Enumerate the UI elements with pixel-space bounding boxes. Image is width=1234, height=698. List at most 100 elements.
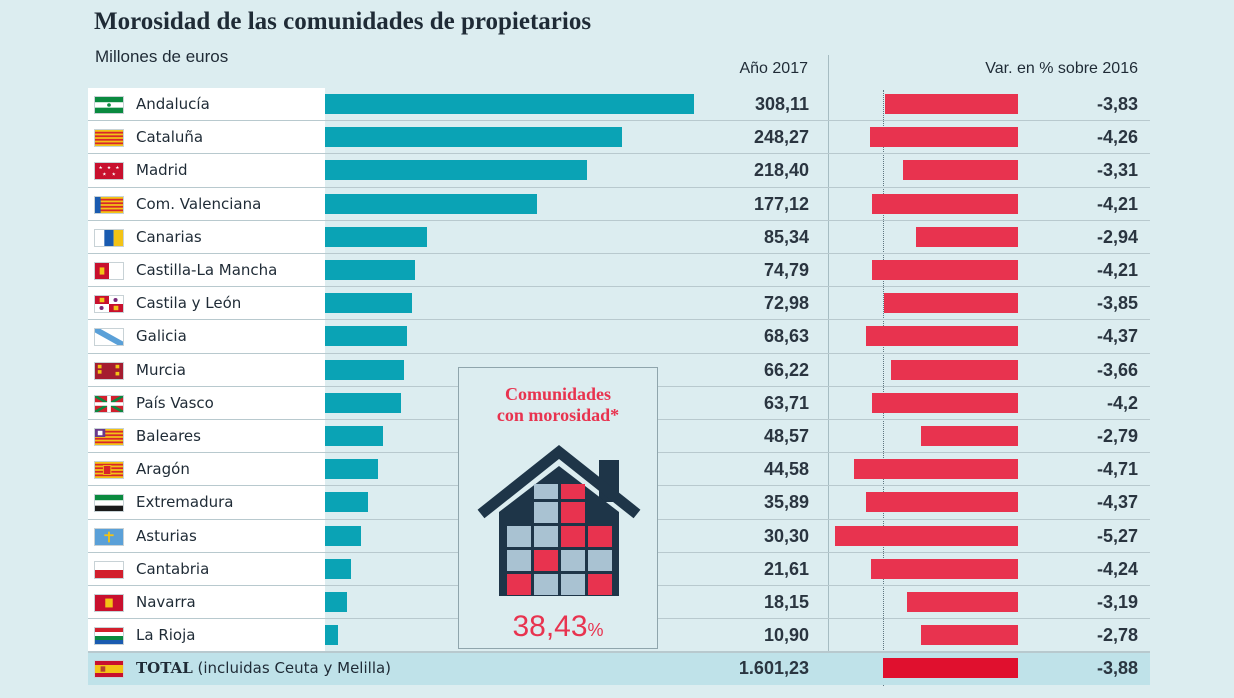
- region-name: Murcia: [136, 360, 186, 379]
- murcia-flag-icon: [94, 361, 124, 380]
- la-rioja-flag-icon: [94, 627, 124, 646]
- region-name: País Vasco: [136, 393, 214, 412]
- region-name: Castila y León: [136, 294, 242, 313]
- row-separator: [88, 651, 1150, 653]
- region-name: Baleares: [136, 427, 201, 445]
- value-label: 66,22: [763, 359, 809, 380]
- cantabria-flag-icon: [94, 560, 124, 579]
- house-window: [507, 526, 531, 547]
- house-window: [534, 502, 558, 523]
- total-label-rest: (incluidas Ceuta y Melilla): [192, 659, 392, 677]
- value-label: 74,79: [763, 260, 809, 280]
- house-window: [534, 526, 558, 547]
- value-bar: [325, 160, 587, 181]
- region-name: Madrid: [136, 161, 188, 180]
- variation-label: -3,66: [1096, 359, 1138, 380]
- region-cell: Com. Valenciana: [88, 187, 325, 221]
- value-bar: [325, 492, 368, 513]
- region-name: Cataluña: [136, 128, 204, 147]
- region-cell: Navarra: [88, 586, 325, 619]
- value-bar: [325, 558, 351, 579]
- aragon-flag-icon: [94, 461, 124, 480]
- value-bar: [325, 326, 408, 347]
- total-variation: -3,88: [1096, 658, 1138, 678]
- data-row: Andalucía 308,11 -3,83: [88, 88, 1150, 121]
- house-icon: [477, 444, 641, 596]
- value-bar: [325, 592, 347, 612]
- variation-bar: [921, 625, 1018, 646]
- variation-bar: [885, 94, 1018, 114]
- region-cell: Andalucía: [88, 88, 325, 121]
- total-cell: TOTAL (incluidas Ceuta y Melilla): [88, 652, 688, 685]
- house-window: [534, 574, 558, 595]
- value-label: 72,98: [763, 293, 809, 314]
- data-row: Cantabria 21,61 -4,24: [88, 552, 1150, 586]
- variation-label: -3,19: [1096, 592, 1138, 612]
- variation-bar: [884, 293, 1018, 314]
- variation-bar: [903, 160, 1018, 181]
- morosidad-inset: Comunidades con morosidad* 38,43%: [458, 367, 658, 649]
- spain-flag-icon: [94, 660, 124, 678]
- variation-label: -2,78: [1096, 625, 1138, 646]
- variation-label: -4,21: [1096, 260, 1138, 280]
- house-window: [561, 502, 585, 523]
- castilla-la-mancha-flag-icon: [94, 262, 124, 280]
- row-separator: [88, 153, 1150, 155]
- variation-label: -4,26: [1096, 127, 1138, 148]
- variation-label: -4,37: [1096, 326, 1138, 347]
- value-bar: [325, 94, 694, 114]
- row-separator: [88, 319, 1150, 321]
- data-row: Castila y León 72,98 -3,85: [88, 287, 1150, 321]
- variation-bar: [854, 459, 1018, 480]
- variation-zero-axis: [883, 90, 884, 686]
- variation-label: -4,71: [1096, 459, 1138, 480]
- house-window: [534, 484, 558, 499]
- row-separator: [88, 352, 1150, 354]
- variation-bar: [870, 558, 1018, 579]
- data-row: ★ ★ ★ ★ ★ Madrid 218,40 -3,31: [88, 154, 1150, 188]
- value-label: 18,15: [763, 592, 809, 612]
- inset-title-line2: con morosidad*: [496, 405, 620, 425]
- house-window: [561, 484, 585, 499]
- house-window: [588, 526, 612, 547]
- region-cell: Castilla-La Mancha: [88, 254, 325, 287]
- total-top-line: [88, 652, 1150, 653]
- region-name: Aragón: [136, 460, 190, 479]
- variation-bar: [872, 392, 1018, 413]
- region-cell: Canarias: [88, 220, 325, 254]
- total-variation-bar: [883, 658, 1018, 678]
- data-row: Galicia 68,63 -4,37: [88, 320, 1150, 354]
- region-cell: Baleares: [88, 420, 325, 453]
- value-label: 30,30: [763, 525, 809, 546]
- value-label: 35,89: [763, 492, 809, 513]
- variation-label: -3,31: [1096, 160, 1138, 181]
- variation-label: -2,79: [1096, 426, 1138, 446]
- region-cell: Galicia: [88, 320, 325, 354]
- value-bar: [325, 625, 339, 646]
- baleares-flag-icon: [94, 428, 124, 446]
- variation-label: -3,85: [1096, 293, 1138, 314]
- data-row: Cataluña 248,27 -4,26: [88, 121, 1150, 155]
- value-bar: [325, 293, 413, 314]
- svg-text:★: ★: [115, 166, 120, 171]
- variation-label: -4,2: [1106, 392, 1138, 413]
- data-row: Murcia 66,22 -3,66: [88, 353, 1150, 387]
- region-name: Asturias: [136, 526, 197, 545]
- value-label: 177,12: [753, 193, 809, 214]
- variation-bar: [907, 592, 1018, 612]
- inset-percentage: 38,43%: [459, 610, 657, 644]
- column-divider: [828, 55, 829, 685]
- region-cell: La Rioja: [88, 619, 325, 653]
- svg-text:★: ★: [112, 172, 117, 177]
- data-row: Navarra 18,15 -3,19: [88, 586, 1150, 619]
- region-name: Cantabria: [136, 559, 210, 578]
- andalucia-flag-icon: [94, 96, 124, 114]
- region-cell: Cataluña: [88, 121, 325, 155]
- value-bar: [325, 359, 405, 380]
- region-cell: Aragón: [88, 453, 325, 487]
- house-window: [561, 526, 585, 547]
- variation-bar: [866, 492, 1018, 513]
- value-label: 248,27: [753, 127, 809, 148]
- variation-bar: [870, 127, 1018, 148]
